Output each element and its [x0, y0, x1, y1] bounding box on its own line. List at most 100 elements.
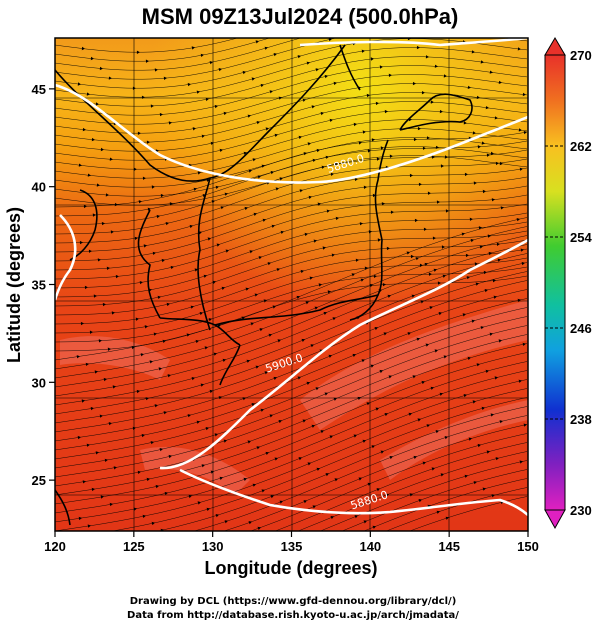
streamline — [55, 149, 528, 226]
streamline-arrow — [265, 127, 269, 131]
streamline-arrow — [255, 40, 259, 44]
streamline-arrow — [361, 49, 365, 53]
y-tick-label: 25 — [32, 473, 46, 488]
streamline-arrow — [433, 268, 437, 272]
streamline — [319, 460, 528, 531]
streamline-arrow — [269, 90, 273, 94]
streamline-arrow — [146, 477, 150, 482]
streamline-arrow — [115, 547, 118, 550]
streamline-arrow — [412, 81, 416, 86]
streamline-arrow — [311, 424, 315, 428]
streamline-arrow — [486, 450, 490, 454]
streamline-arrow — [91, 137, 95, 142]
streamline-arrow — [298, 135, 302, 139]
streamline-arrow — [476, 363, 480, 367]
streamline-arrow — [493, 295, 497, 299]
colorbar-ticks: 270 262 254 246 238 230 — [545, 48, 592, 518]
streamline — [385, 487, 528, 531]
streamline-arrow — [100, 495, 104, 499]
streamline-arrow — [318, 548, 322, 551]
streamline-arrow — [191, 46, 195, 50]
streamline-arrow — [87, 524, 91, 528]
streamline-arrow — [137, 470, 141, 474]
streamline-arrow — [277, 339, 281, 343]
streamline-arrow — [273, 376, 277, 380]
streamline-arrow — [99, 414, 103, 418]
streamline-arrow — [484, 289, 488, 293]
streamline-arrow — [330, 172, 334, 176]
streamline-arrow — [476, 15, 479, 18]
streamline — [55, 361, 528, 505]
streamline-arrow — [109, 157, 113, 161]
streamline-arrow — [82, 127, 86, 132]
streamline-arrow — [80, 321, 84, 326]
streamline — [193, 415, 528, 531]
streamline-arrow — [99, 66, 103, 71]
streamline — [55, 325, 528, 469]
streamline-arrow — [170, 536, 173, 539]
streamline-arrow — [192, 127, 196, 131]
streamline-arrow — [388, 375, 392, 379]
streamline-arrow — [353, 122, 357, 127]
streamline-arrow — [482, 189, 486, 194]
streamline-arrow — [463, 121, 467, 125]
streamline-arrow — [472, 131, 476, 135]
streamline-arrow — [489, 70, 493, 74]
streamline-arrow — [477, 145, 481, 149]
streamline-arrow — [499, 161, 503, 166]
streamline — [55, 271, 528, 415]
streamline — [111, 397, 528, 531]
streamline-arrow — [82, 480, 86, 484]
streamline-arrow — [148, 559, 151, 562]
x-tick-label: 150 — [517, 539, 539, 554]
streamline-arrow — [262, 218, 266, 222]
streamline-arrow — [197, 171, 201, 175]
streamline-arrow — [467, 5, 470, 8]
streamline-arrow — [407, 332, 411, 336]
streamline-arrow — [241, 316, 245, 320]
streamline-arrow — [432, 236, 436, 240]
streamline-arrow — [166, 573, 169, 576]
streamline-arrow — [430, 386, 434, 390]
streamline-arrow — [351, 273, 355, 277]
streamline-arrow — [104, 458, 108, 462]
streamline-arrow — [321, 165, 325, 169]
streamline-arrow — [248, 169, 252, 173]
streamline-arrow — [260, 408, 264, 412]
x-tick-label: 145 — [438, 539, 460, 554]
streamline-arrow — [332, 317, 336, 321]
streamline — [55, 266, 528, 343]
streamline-arrow — [168, 121, 172, 125]
streamline-arrow — [522, 92, 526, 97]
streamline-arrow — [138, 200, 142, 204]
streamline-arrow — [150, 441, 154, 445]
streamline-arrow — [431, 155, 435, 159]
streamline-arrow — [153, 332, 157, 336]
streamline-arrow — [406, 251, 410, 255]
streamline — [55, 185, 528, 262]
streamline-arrow — [481, 406, 485, 410]
streamline-arrow — [208, 318, 212, 322]
streamline-arrow — [280, 230, 284, 234]
streamline-arrow — [375, 101, 379, 106]
streamline-arrow — [306, 61, 310, 65]
streamline-arrow — [333, 81, 337, 86]
streamline-arrow — [270, 170, 274, 175]
streamline-arrow — [415, 257, 419, 261]
streamline-arrow — [462, 313, 466, 317]
streamline — [55, 167, 528, 244]
streamline-arrow — [274, 133, 278, 137]
colorbar-tick-label: 238 — [570, 412, 592, 427]
streamline-arrow — [465, 253, 469, 258]
streamline-arrow — [334, 478, 338, 482]
streamline — [55, 65, 528, 116]
streamline-arrow — [201, 464, 205, 468]
streamline-arrow — [257, 526, 261, 530]
streamline — [55, 370, 528, 514]
streamline-arrow — [430, 100, 434, 104]
geopotential-contours — [55, 38, 528, 516]
streamline-arrow — [111, 311, 115, 315]
streamline-arrow — [376, 157, 380, 161]
streamline-arrow — [435, 430, 439, 434]
streamline-arrow — [390, 210, 394, 214]
